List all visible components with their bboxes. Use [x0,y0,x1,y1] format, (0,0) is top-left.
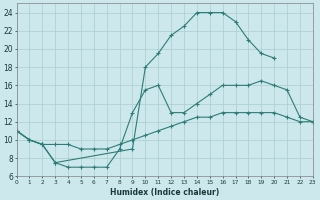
X-axis label: Humidex (Indice chaleur): Humidex (Indice chaleur) [110,188,219,197]
